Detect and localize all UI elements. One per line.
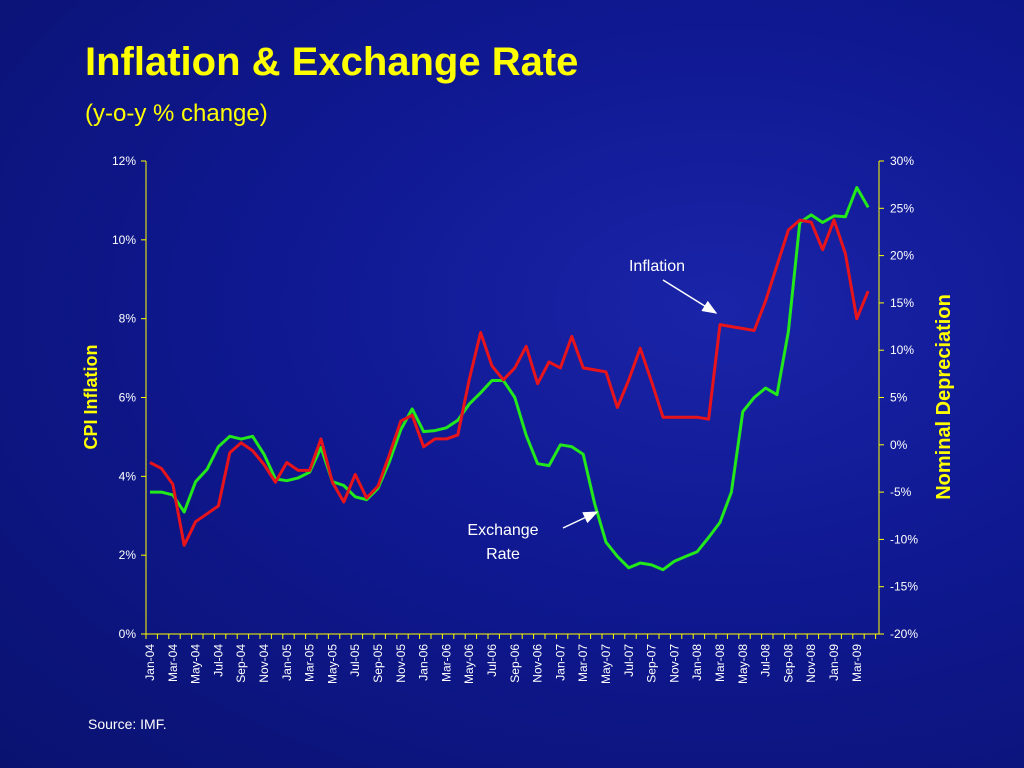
x-tick-label: Mar-07	[576, 644, 590, 682]
x-tick-label: May-04	[189, 644, 203, 684]
right-tick-label: 20%	[890, 249, 914, 263]
x-tick-label: Nov-05	[394, 644, 408, 683]
x-tick-label: Sep-06	[508, 644, 522, 683]
x-tick-label: Nov-07	[667, 644, 681, 683]
slide-subtitle: (y-o-y % change)	[85, 100, 268, 127]
right-tick-label: 30%	[890, 154, 914, 168]
right-tick-label: 10%	[890, 343, 914, 357]
x-tick-label: May-08	[736, 644, 750, 684]
x-tick-label: Sep-05	[371, 644, 385, 683]
x-tick-label: Mar-04	[166, 644, 180, 682]
left-tick-label: 12%	[112, 154, 136, 168]
x-tick-label: Sep-07	[645, 644, 659, 683]
axes-layer: 0% 2% 4% 6% 8% 10% 12% -20% -15% -10% -5% 0% 5% 10% 15…	[112, 154, 918, 684]
x-tick-label: Sep-08	[781, 644, 795, 683]
left-tick-label: 8%	[119, 312, 137, 326]
x-tick-label: May-06	[462, 644, 476, 684]
x-tick-label: Jul-05	[348, 644, 362, 677]
right-tick-label: -20%	[890, 627, 918, 641]
right-tick-label: 0%	[890, 438, 908, 452]
exchange-rate-line	[150, 186, 870, 572]
left-tick-label: 4%	[119, 469, 137, 483]
x-tick-label: Jul-08	[759, 644, 773, 677]
x-tick-label: Jan-05	[280, 644, 294, 681]
x-tick-label: Jan-06	[417, 644, 431, 681]
right-tick-label: 5%	[890, 391, 908, 405]
inflation-line	[149, 218, 870, 547]
x-tick-label: May-05	[325, 644, 339, 684]
x-tick-label: Jul-07	[622, 644, 636, 677]
source-note: Source: IMF.	[88, 716, 167, 732]
right-axis-title: Nominal Depreciation	[933, 294, 955, 500]
x-tick-label: Jan-04	[143, 644, 157, 681]
inflation-annotation-label: Inflation	[629, 258, 685, 275]
x-tick-label: Mar-05	[303, 644, 317, 682]
x-tick-label: Jul-04	[211, 644, 225, 677]
right-tick-label: -15%	[890, 580, 918, 594]
x-tick-label: Mar-09	[850, 644, 864, 682]
left-tick-label: 0%	[119, 627, 137, 641]
x-tick-label: Jul-06	[485, 644, 499, 677]
x-tick-label: May-07	[599, 644, 613, 684]
x-tick-label: Sep-04	[234, 644, 248, 683]
annotation-layer: Inflation Exchange Rate	[467, 258, 718, 563]
x-tick-label: Nov-08	[804, 644, 818, 683]
x-tick-label: Jan-09	[827, 644, 841, 681]
x-tick-label: Jan-08	[690, 644, 704, 681]
left-tick-label: 6%	[119, 391, 137, 405]
left-tick-label: 10%	[112, 233, 136, 247]
x-tick-label: Jan-07	[553, 644, 567, 681]
x-tick-label: Nov-04	[257, 644, 271, 683]
x-tick-label: Mar-06	[439, 644, 453, 682]
left-tick-label: 2%	[119, 548, 137, 562]
left-axis-title: CPI Inflation	[81, 345, 101, 450]
slide-title: Inflation & Exchange Rate	[85, 40, 579, 84]
exchange-annotation-label-line2: Rate	[486, 546, 520, 563]
right-tick-label: 15%	[890, 296, 914, 310]
exchange-annotation-label-line1: Exchange	[467, 522, 538, 539]
right-tick-label: -5%	[890, 485, 912, 499]
series-layer	[149, 186, 870, 572]
right-tick-label: -10%	[890, 532, 918, 546]
exchange-annotation-arrow	[562, 511, 599, 529]
right-tick-label: 25%	[890, 201, 914, 215]
inflation-annotation-arrow	[662, 279, 718, 314]
x-tick-label: Mar-08	[713, 644, 727, 682]
x-tick-label: Nov-06	[531, 644, 545, 683]
